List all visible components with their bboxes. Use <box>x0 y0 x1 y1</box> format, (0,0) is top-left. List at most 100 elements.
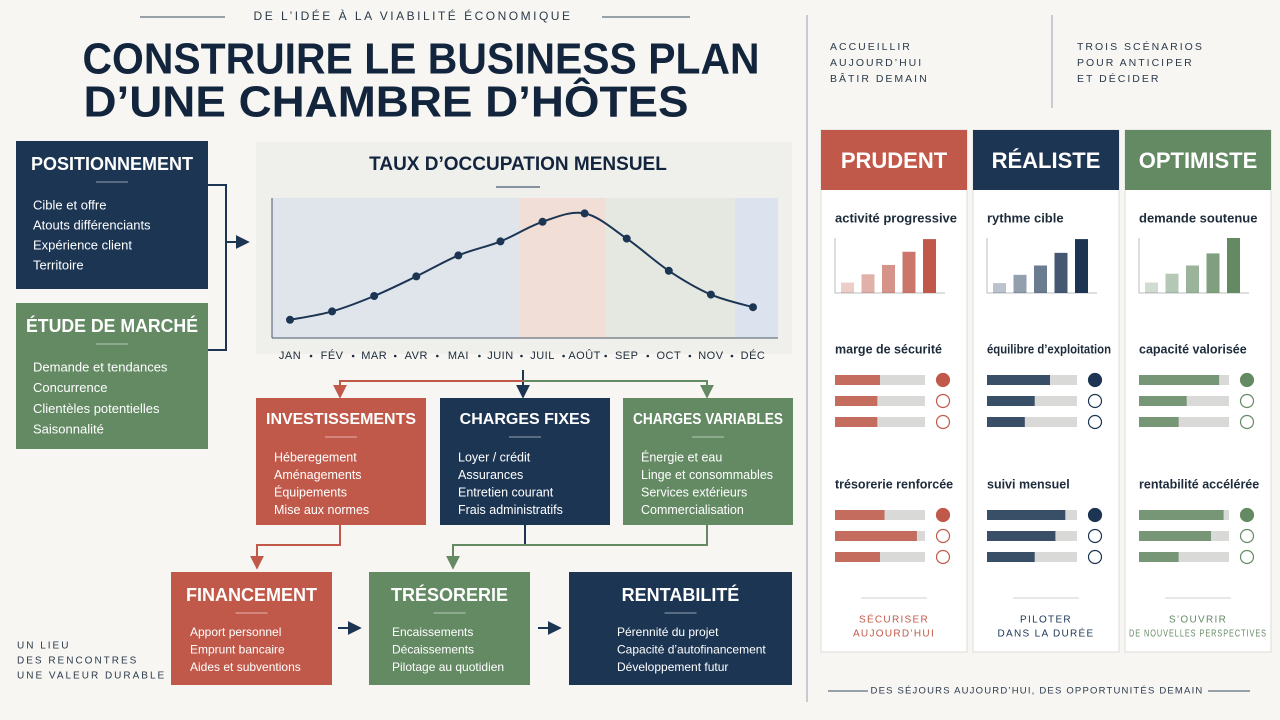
indicator <box>935 528 951 544</box>
separator <box>604 354 607 358</box>
x-tick-label: FÉV <box>321 349 344 362</box>
scenario-title: OPTIMISTE <box>1139 148 1258 173</box>
x-tick-label: AOÛT <box>568 349 601 362</box>
progress <box>987 531 1056 541</box>
x-tick-label: OCT <box>656 350 681 362</box>
progress <box>1139 552 1179 562</box>
box-item: Commercialisation <box>641 503 744 517</box>
mini-bar <box>1186 265 1199 293</box>
x-tick-label: MAR <box>361 350 387 362</box>
progress <box>835 531 917 541</box>
mini-bar <box>1165 273 1179 293</box>
scenario-card <box>1124 129 1272 653</box>
indicator <box>1239 393 1255 409</box>
separator <box>351 354 355 358</box>
box-item: Expérience client <box>33 237 132 252</box>
box <box>369 572 530 685</box>
x-tick-label: MAI <box>448 350 469 362</box>
box-item: Développement futur <box>617 660 728 674</box>
scenario-footer: DANS LA DURÉE <box>998 627 1095 640</box>
metric-label: capacité valorisée <box>1139 342 1247 356</box>
mini-bar <box>1054 252 1068 293</box>
box-title: CHARGES FIXES <box>460 411 591 428</box>
separator <box>730 354 734 358</box>
box-item: Frais administratifs <box>458 503 563 517</box>
box-title: INVESTISSEMENTS <box>266 411 416 428</box>
point <box>454 251 463 260</box>
mini-bar <box>1206 253 1220 293</box>
progress <box>1139 396 1187 406</box>
track <box>835 417 925 427</box>
mini-bar <box>1075 239 1088 293</box>
box-item: Énergie et eau <box>641 449 722 464</box>
box-item: Mise aux normes <box>274 503 369 517</box>
scenario-footer: SÉCURISER <box>859 613 929 626</box>
separator <box>688 354 692 358</box>
box-item: Pilotage au quotidien <box>392 660 504 674</box>
track <box>987 417 1077 427</box>
separator <box>520 354 523 358</box>
scenario-footer: PILOTER <box>1020 615 1072 626</box>
progress <box>835 417 878 427</box>
box-item: Loyer / crédit <box>458 450 531 464</box>
tagline: DES RENCONTRES <box>17 656 138 667</box>
box-item: Linge et consommables <box>641 468 773 482</box>
metric-label: demande soutenue <box>1139 210 1257 225</box>
scenario-title: PRUDENT <box>841 148 948 173</box>
box-item: Territoire <box>33 257 84 272</box>
metric-label: équilibre d’exploitation <box>987 342 1111 356</box>
box <box>16 141 208 289</box>
point <box>749 303 757 312</box>
indicator <box>935 414 951 430</box>
tagline: UNE VALEUR DURABLE <box>17 671 166 682</box>
mini-bar <box>993 283 1006 293</box>
box-title: CHARGES VARIABLES <box>633 411 783 428</box>
intro: ACCUEILLIR <box>830 41 912 53</box>
progress <box>835 510 885 520</box>
separator <box>562 354 565 358</box>
progress <box>835 552 880 562</box>
box-item: Aides et subventions <box>190 660 301 674</box>
indicator <box>1239 372 1255 388</box>
indicator <box>935 549 951 565</box>
separator <box>309 354 313 358</box>
progress <box>987 396 1035 406</box>
separator <box>393 354 397 358</box>
box-title: FINANCEMENT <box>186 585 317 605</box>
point <box>580 209 589 218</box>
mini-bar <box>1145 282 1158 293</box>
mini-bar <box>1034 265 1047 293</box>
scenario-header <box>821 130 967 190</box>
intro: BÂTIR DEMAIN <box>830 72 929 85</box>
box-title: TRÉSORERIE <box>391 584 508 605</box>
mini-bar <box>861 274 875 293</box>
arrow <box>250 525 341 570</box>
mini-bar <box>882 264 895 293</box>
metric-label: trésorerie renforcée <box>835 477 953 491</box>
progress <box>835 396 878 406</box>
metric-label: activité progressive <box>835 210 957 225</box>
indicator <box>1239 528 1255 544</box>
x-tick-label: JAN <box>279 350 301 362</box>
box <box>256 398 426 525</box>
point <box>496 237 505 246</box>
box-title: ÉTUDE DE MARCHÉ <box>26 315 198 336</box>
box-item: Cible et offre <box>33 197 106 212</box>
box <box>171 572 332 685</box>
indicator <box>1087 414 1103 430</box>
box-title: RENTABILITÉ <box>622 584 740 605</box>
point <box>370 292 379 300</box>
metric-label: rentabilité accélérée <box>1139 477 1259 491</box>
closing: DES SÉJOURS AUJOURD’HUI, DES OPPORTUNITÉ… <box>871 686 1204 697</box>
metric-label: rythme cible <box>987 210 1064 225</box>
mini-bar <box>923 239 936 293</box>
track <box>1139 417 1229 427</box>
intro: ET DÉCIDER <box>1077 72 1160 85</box>
intro: TROIS SCÉNARIOS <box>1077 40 1204 53</box>
mini-bar <box>1013 274 1027 293</box>
x-tick-label: JUIN <box>487 350 513 362</box>
box-item: Encaissements <box>392 625 473 639</box>
box-item: Saisonnalité <box>33 422 104 437</box>
indicator <box>1087 507 1103 523</box>
x-tick-label: DÉC <box>741 349 766 362</box>
